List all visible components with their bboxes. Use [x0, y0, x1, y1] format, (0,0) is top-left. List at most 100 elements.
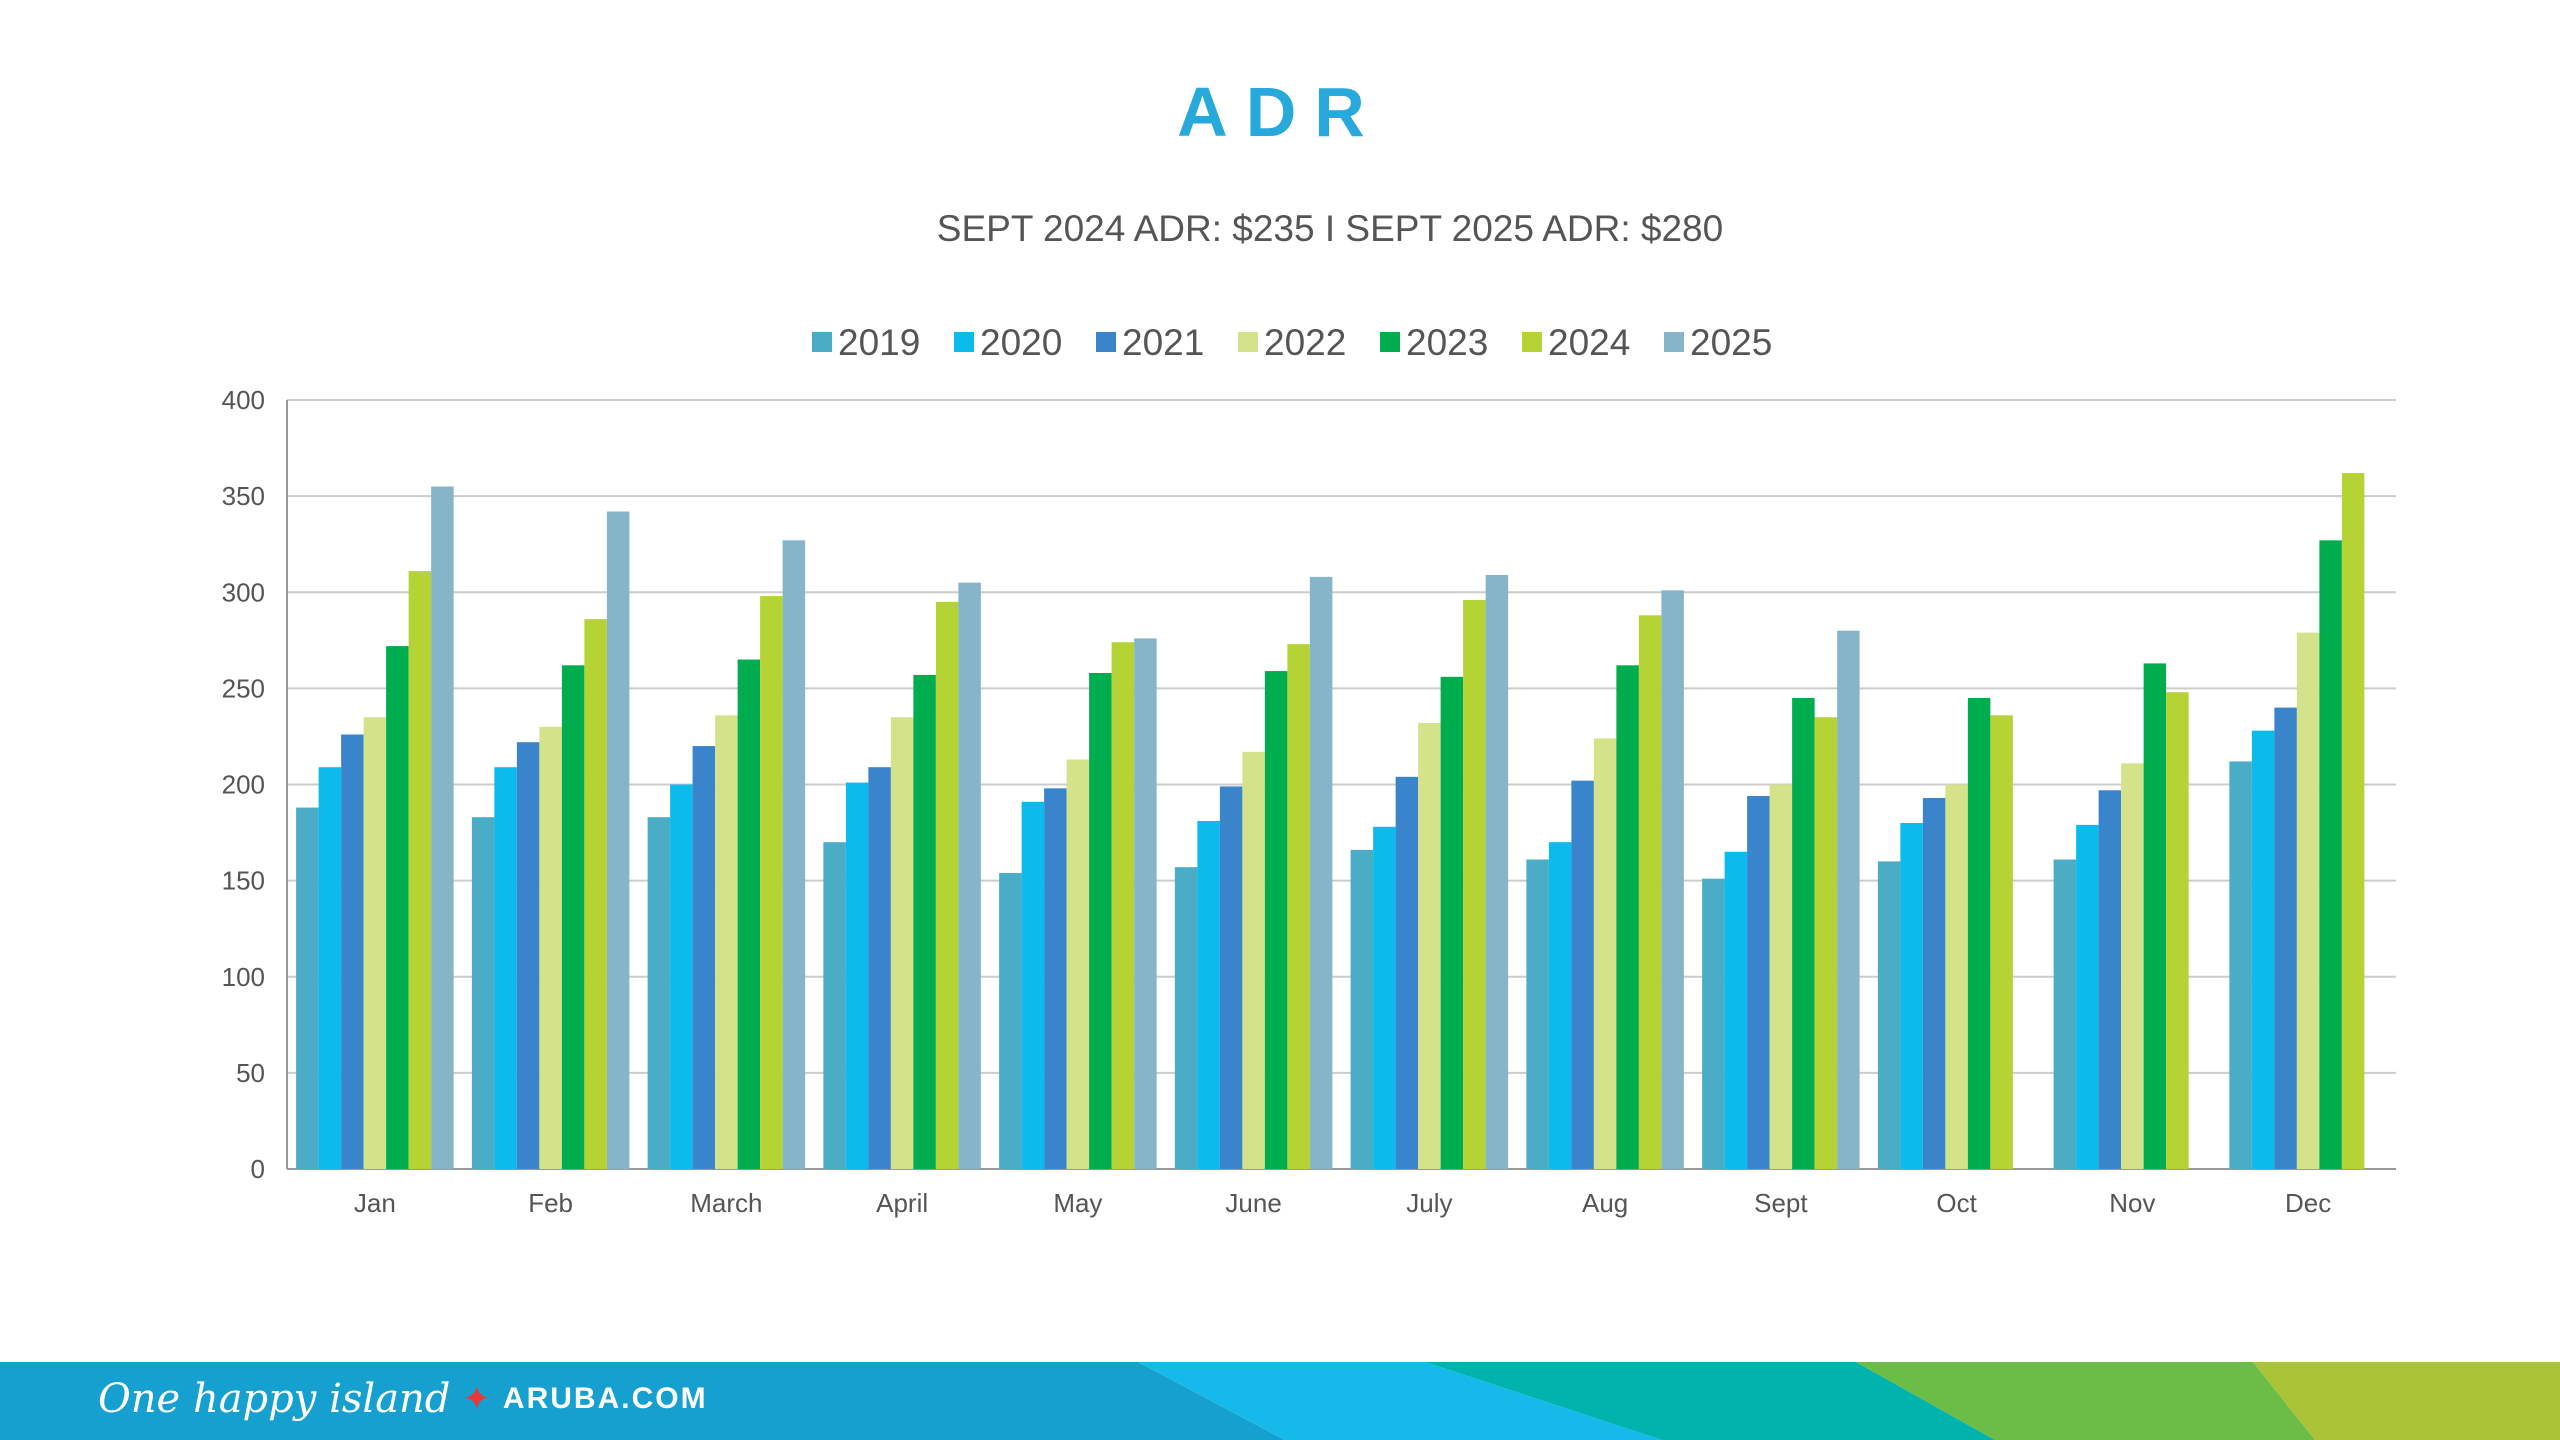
legend-swatch-2019	[812, 332, 832, 352]
y-tick-label: 350	[222, 481, 265, 511]
bar-2025-june	[1309, 576, 1333, 1169]
x-tick-label: Aug	[1582, 1188, 1628, 1218]
bar-2024-aug	[1638, 615, 1662, 1169]
y-tick-label: 0	[251, 1154, 265, 1184]
bar-2021-may	[1044, 788, 1067, 1169]
x-tick-label: Jan	[354, 1188, 396, 1218]
bar-2019-april	[823, 842, 846, 1169]
y-tick-label: 400	[222, 385, 265, 415]
bar-2022-jan	[363, 717, 387, 1169]
y-tick-label: 200	[222, 770, 265, 800]
bar-2023-june	[1264, 671, 1288, 1169]
bar-2024-jan	[408, 571, 432, 1169]
bar-2020-may	[1021, 801, 1045, 1169]
legend-label-2025: 2025	[1690, 322, 1772, 363]
bar-2022-march	[715, 715, 738, 1169]
bar-2021-dec	[2274, 707, 2297, 1169]
bar-2019-june	[1174, 867, 1198, 1169]
bar-2024-oct	[1990, 715, 2013, 1169]
legend-label-2021: 2021	[1122, 322, 1204, 363]
bar-2023-aug	[1616, 665, 1639, 1169]
bar-2022-dec	[2296, 632, 2320, 1169]
adr-bar-chart: 0 50 100 150 200 250 300 350 400 Jan Feb March April…	[222, 322, 2396, 1218]
x-tick-label: May	[1053, 1188, 1102, 1218]
bar-2020-sept	[1724, 851, 1748, 1169]
bar-2021-nov	[2098, 790, 2122, 1169]
bar-2023-march	[737, 659, 761, 1169]
bar-2024-june	[1287, 644, 1310, 1169]
legend-label-2022: 2022	[1264, 322, 1346, 363]
bar-2020-nov	[2076, 824, 2099, 1169]
x-tick-label: April	[876, 1188, 928, 1218]
bar-2020-march	[670, 784, 693, 1169]
legend-swatch-2023	[1380, 332, 1400, 352]
legend-swatch-2020	[954, 332, 974, 352]
bar-2022-april	[890, 717, 914, 1169]
bar-2024-may	[1111, 642, 1135, 1169]
y-tick-label: 50	[236, 1058, 265, 1088]
bar-2022-may	[1066, 759, 1090, 1169]
bar-2021-feb	[516, 742, 540, 1169]
bar-2023-dec	[2319, 540, 2342, 1169]
x-tick-label: Sept	[1754, 1188, 1808, 1218]
bar-2019-sept	[1702, 878, 1725, 1169]
bar-2020-feb	[494, 767, 517, 1169]
x-tick-label: Nov	[2109, 1188, 2155, 1218]
footer-band-1	[0, 1362, 1285, 1440]
bar-2019-march	[647, 817, 671, 1169]
chart-subtitle: SEPT 2024 ADR: $235 I SEPT 2025 ADR: $28…	[936, 208, 1724, 249]
bar-2023-feb	[561, 665, 585, 1169]
bar-2024-sept	[1814, 717, 1838, 1169]
bar-2025-jan	[431, 486, 454, 1169]
bar-2020-dec	[2251, 730, 2275, 1169]
bar-2023-oct	[1967, 697, 1991, 1169]
bar-2022-june	[1242, 751, 1265, 1169]
bar-2023-may	[1089, 672, 1112, 1169]
footer-website: ARUBA.COM	[502, 1382, 708, 1415]
x-tick-label: June	[1225, 1188, 1281, 1218]
y-tick-label: 300	[222, 577, 265, 607]
bar-2020-jan	[318, 767, 342, 1169]
bar-2024-nov	[2166, 692, 2189, 1169]
bar-2024-dec	[2341, 473, 2365, 1169]
bar-2025-april	[958, 582, 981, 1169]
bar-2025-july	[1485, 574, 1509, 1169]
x-tick-label: Oct	[1936, 1188, 1977, 1218]
bar-2019-nov	[2053, 859, 2077, 1169]
chart-title: ADR	[1177, 73, 1383, 151]
star-icon: ✦	[462, 1380, 491, 1418]
footer-tagline: One happy island	[98, 1376, 451, 1422]
footer-band-2	[1138, 1362, 1662, 1440]
bar-2019-feb	[471, 817, 495, 1169]
aruba-logo[interactable]: One happy island ✦ ARUBA.COM	[98, 1376, 708, 1422]
bar-2023-july	[1440, 676, 1464, 1169]
bar-2024-feb	[584, 619, 607, 1169]
legend-swatch-2024	[1522, 332, 1542, 352]
bar-2020-oct	[1900, 822, 1923, 1169]
bar-2021-aug	[1571, 780, 1594, 1169]
bar-2019-aug	[1526, 859, 1549, 1169]
bar-2020-july	[1373, 826, 1396, 1169]
bar-2023-jan	[386, 646, 409, 1169]
bar-2021-march	[692, 746, 716, 1169]
bar-2021-july	[1395, 776, 1419, 1169]
bar-2020-june	[1197, 821, 1220, 1169]
bar-2019-july	[1350, 849, 1374, 1169]
bar-2020-april	[845, 782, 869, 1169]
y-tick-label: 100	[222, 962, 265, 992]
bar-2022-nov	[2121, 763, 2144, 1169]
bar-2025-sept	[1837, 630, 1860, 1169]
legend-label-2024: 2024	[1548, 322, 1630, 363]
bar-2021-sept	[1747, 796, 1770, 1169]
bar-2022-aug	[1593, 738, 1617, 1169]
bar-2022-sept	[1769, 784, 1793, 1169]
bar-2019-may	[999, 872, 1022, 1169]
footer-band-3	[1425, 1362, 1995, 1440]
bar-2023-nov	[2143, 663, 2167, 1169]
legend-swatch-2025	[1664, 332, 1684, 352]
bar-2023-april	[913, 674, 936, 1169]
bar-2025-feb	[606, 511, 630, 1169]
y-tick-label: 150	[222, 866, 265, 896]
bar-2021-june	[1219, 786, 1243, 1169]
bar-2025-aug	[1661, 590, 1684, 1169]
